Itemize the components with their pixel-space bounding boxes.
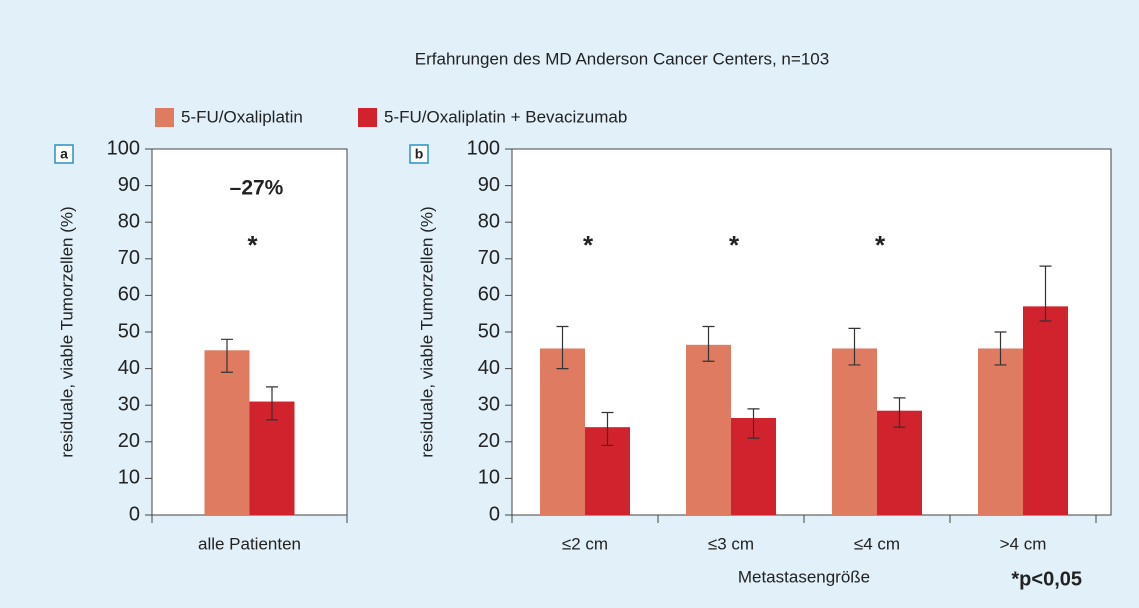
error-bar [747,408,760,439]
y-tick-label: 40 [478,357,500,379]
bar [877,410,922,515]
y-tick-label: 40 [118,357,140,379]
y-tick-label: 80 [118,210,140,232]
y-tick-label: 50 [118,320,140,342]
x-tick-label: >4 cm [1000,534,1047,553]
y-tick-label: 60 [118,284,140,306]
error-bar [556,325,569,370]
y-tick-label: 10 [478,467,500,489]
y-tick-label: 0 [489,503,500,525]
significance-mark: * [875,230,886,260]
bar [204,350,250,515]
y-tick-label: 90 [118,174,140,196]
bar [686,344,731,515]
x-tick-label: ≤4 cm [854,534,900,553]
error-bar [601,411,614,447]
legend-swatch [155,108,174,127]
x-axis-label: Metastasengröße [738,567,870,586]
change-label: –27% [230,177,284,200]
bar [540,348,585,515]
y-tick-label: 100 [107,137,140,159]
y-tick-label: 30 [118,393,140,415]
y-axis-label: residuale, viable Tumorzellen (%) [417,206,436,457]
y-tick-label: 70 [478,247,500,269]
bar [1023,306,1068,515]
x-tick-label: ≤2 cm [562,534,608,553]
y-tick-label: 20 [118,430,140,452]
legend-label: 5-FU/Oxaliplatin + Bevacizumab [384,107,627,126]
bar [978,348,1023,515]
y-axis-label: residuale, viable Tumorzellen (%) [57,206,76,457]
panel-letter-box [54,144,74,164]
error-bar [994,331,1007,366]
legend-label: 5-FU/Oxaliplatin [181,107,303,126]
significance-mark: * [729,230,740,260]
significance-mark: * [583,230,594,260]
y-tick-label: 50 [478,320,500,342]
legend-swatch [358,108,377,127]
y-tick-label: 30 [478,393,500,415]
bar [832,348,877,515]
y-tick-label: 60 [478,284,500,306]
x-tick-label: ≤3 cm [708,534,754,553]
error-bar [702,325,715,362]
y-tick-label: 20 [478,430,500,452]
y-tick-label: 70 [118,247,140,269]
error-bar [221,338,233,373]
y-tick-label: 0 [129,503,140,525]
error-bar [266,386,278,421]
panel-letter: a [60,146,68,162]
y-tick-label: 100 [467,137,500,159]
figure-title: Erfahrungen des MD Anderson Cancer Cente… [415,49,829,68]
error-bar [893,397,906,428]
y-tick-label: 80 [478,210,500,232]
significance-mark: * [247,230,258,260]
panel-letter-box [409,144,429,164]
bar [249,401,295,515]
footnote: *p<0,05 [1011,568,1082,590]
y-tick-label: 90 [478,174,500,196]
error-bar [848,327,861,366]
error-bar [1039,265,1052,322]
panel-letter: b [415,146,424,162]
x-tick-label: alle Patienten [198,534,301,553]
y-tick-label: 10 [118,467,140,489]
